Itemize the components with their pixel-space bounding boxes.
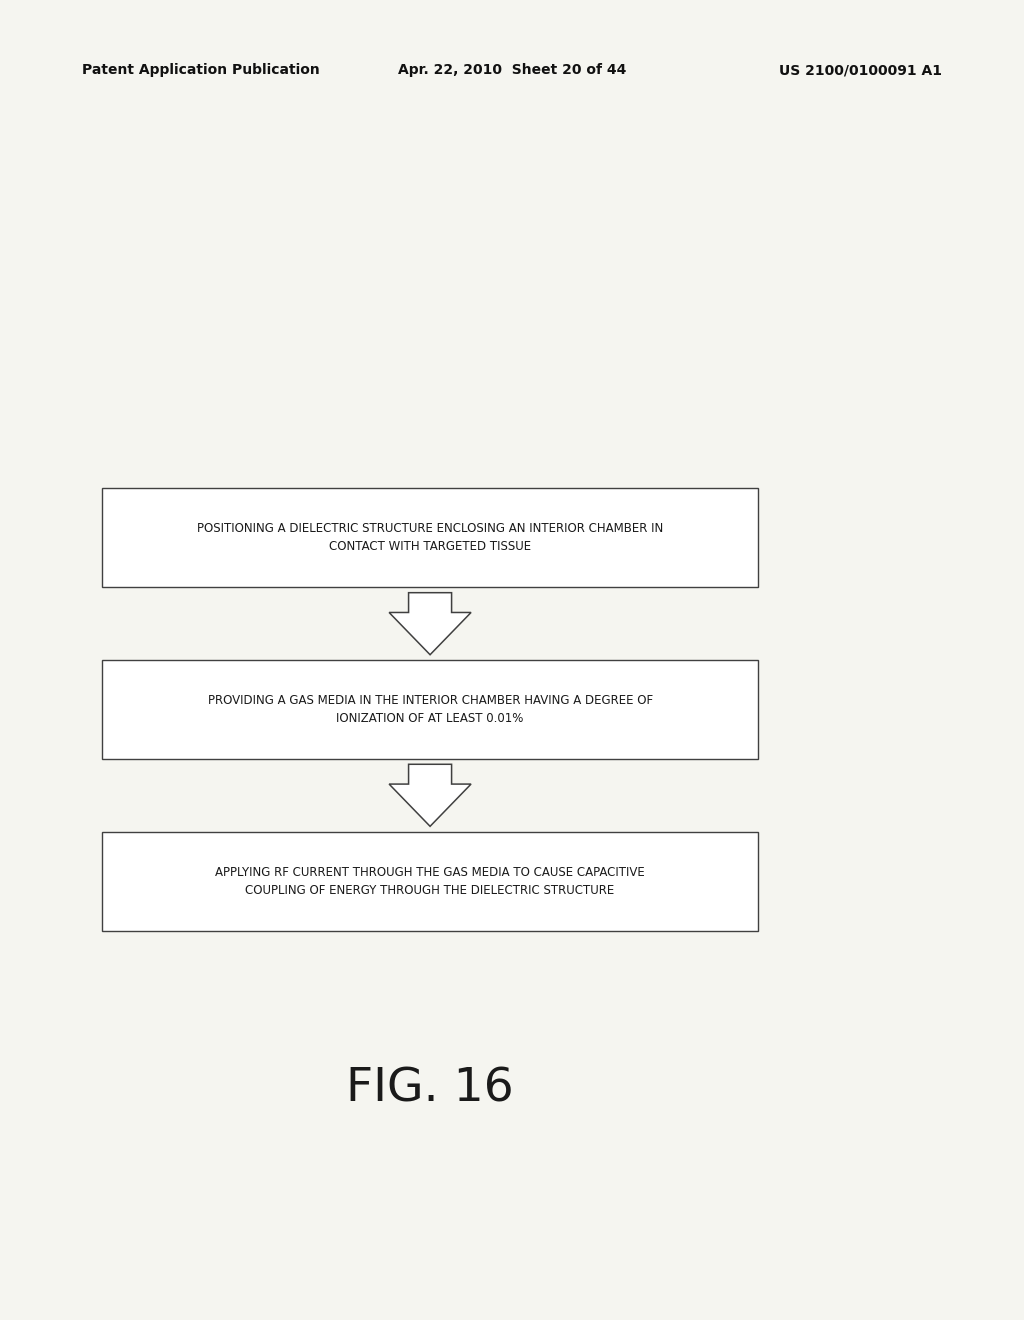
- Polygon shape: [389, 593, 471, 655]
- Polygon shape: [389, 764, 471, 826]
- Text: APPLYING RF CURRENT THROUGH THE GAS MEDIA TO CAUSE CAPACITIVE
COUPLING OF ENERGY: APPLYING RF CURRENT THROUGH THE GAS MEDI…: [215, 866, 645, 896]
- Text: Patent Application Publication: Patent Application Publication: [82, 63, 319, 78]
- Text: FIG. 16: FIG. 16: [346, 1067, 514, 1111]
- Bar: [102, 660, 758, 759]
- Text: PROVIDING A GAS MEDIA IN THE INTERIOR CHAMBER HAVING A DEGREE OF
IONIZATION OF A: PROVIDING A GAS MEDIA IN THE INTERIOR CH…: [208, 694, 652, 725]
- Text: POSITIONING A DIELECTRIC STRUCTURE ENCLOSING AN INTERIOR CHAMBER IN
CONTACT WITH: POSITIONING A DIELECTRIC STRUCTURE ENCLO…: [197, 523, 664, 553]
- Text: US 2100/0100091 A1: US 2100/0100091 A1: [779, 63, 942, 78]
- Bar: [102, 488, 758, 587]
- Text: Apr. 22, 2010  Sheet 20 of 44: Apr. 22, 2010 Sheet 20 of 44: [397, 63, 627, 78]
- Bar: [102, 832, 758, 931]
